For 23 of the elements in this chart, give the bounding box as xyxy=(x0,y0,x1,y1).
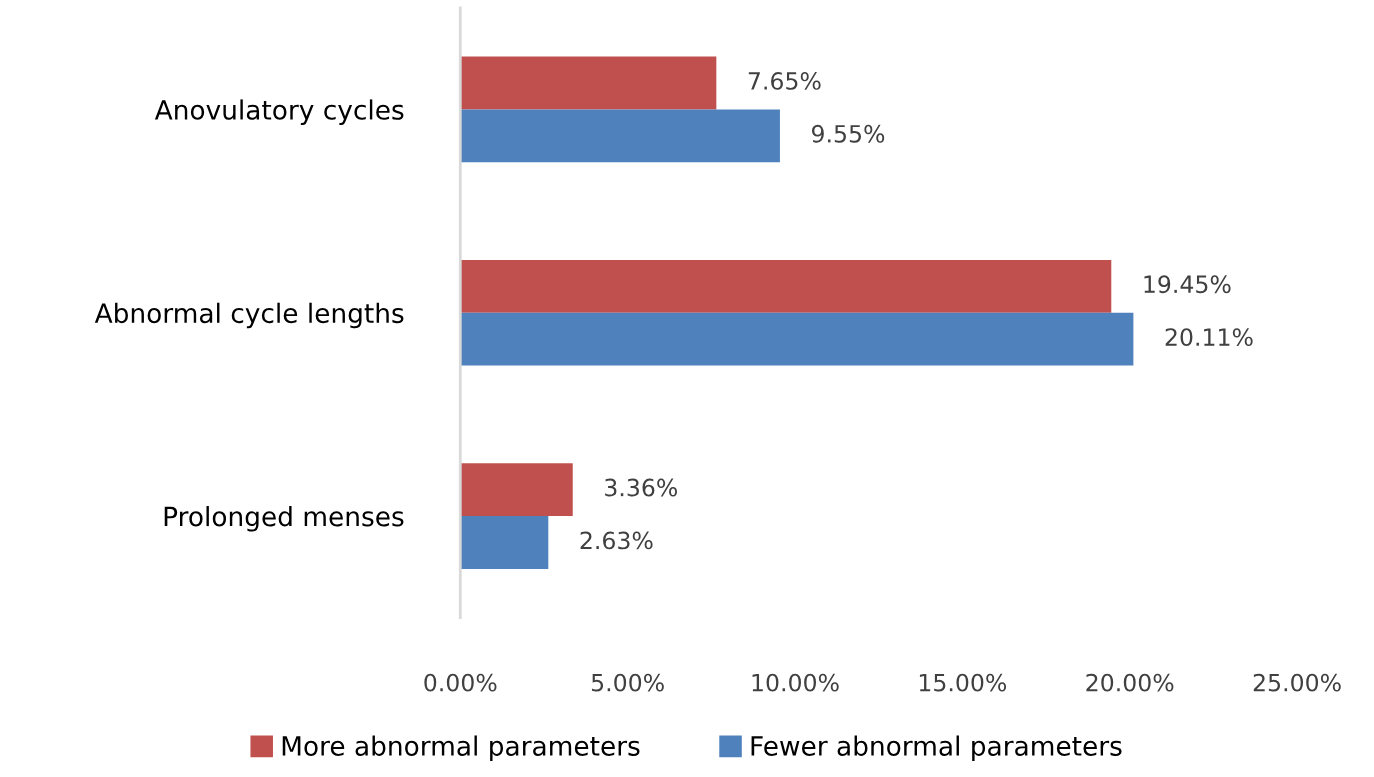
bar xyxy=(460,516,549,569)
data-label: 9.55% xyxy=(811,124,885,143)
data-label: 2.63% xyxy=(580,531,653,550)
bar xyxy=(460,109,780,163)
y-tick-label: Anovulatory cycles xyxy=(154,99,404,125)
bar xyxy=(460,56,717,110)
bar xyxy=(460,463,573,517)
x-tick-label: 0.00% xyxy=(424,673,497,692)
x-tick-label: 10.00% xyxy=(752,673,839,692)
legend-label: Fewer abnormal parameters xyxy=(751,735,1122,762)
y-tick-label: Prolonged menses xyxy=(164,506,404,532)
bar xyxy=(460,259,1112,313)
data-label: 19.45% xyxy=(1144,275,1231,294)
x-tick-label: 15.00% xyxy=(919,673,1007,692)
data-label: 7.65% xyxy=(748,71,821,90)
x-tick-label: 20.00% xyxy=(1086,673,1174,692)
legend-label: More abnormal parameters xyxy=(282,735,640,762)
data-label: 3.36% xyxy=(605,478,678,497)
data-label: 20.11% xyxy=(1165,328,1253,347)
bar xyxy=(460,312,1134,366)
x-tick-label: 25.00% xyxy=(1253,673,1341,692)
y-tick-label: Abnormal cycle lengths xyxy=(94,302,404,329)
x-tick-label: 5.00% xyxy=(591,673,664,692)
